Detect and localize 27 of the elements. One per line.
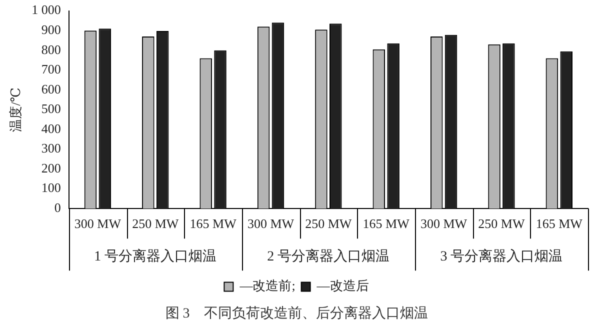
x-tick-label: 300 MW: [247, 216, 295, 231]
y-tick-label: 800: [41, 42, 61, 57]
y-tick-label: 100: [41, 180, 61, 196]
y-axis-title: 温度/℃: [8, 88, 24, 132]
x-tick-label: 300 MW: [420, 216, 468, 231]
y-tick-label: 300: [41, 140, 61, 156]
y-tick-label: 700: [41, 62, 61, 77]
x-tick-label: 250 MW: [132, 216, 180, 231]
y-tick-label: 600: [41, 81, 61, 96]
text: 2 号分离器入口烟温: [267, 248, 390, 264]
x-tick-label: 300 MW: [74, 216, 122, 231]
x-tick-label: 250 MW: [305, 216, 352, 231]
text: 1 号分离器入口烟温: [94, 248, 217, 264]
y-tick-label: 1 000: [32, 2, 61, 18]
y-tick-label: 500: [41, 101, 61, 116]
text: 3 号分离器入口烟温: [440, 248, 563, 264]
legend-label: —改造后: [316, 278, 369, 294]
y-tick-label: 0: [54, 200, 61, 216]
y-tick-label: 400: [41, 120, 61, 136]
x-tick-label: 165 MW: [362, 216, 410, 231]
text: 图 3 不同负荷改造前、后分离器入口烟温: [165, 305, 428, 322]
y-tick-label: 900: [41, 22, 61, 37]
x-tick-label: 165 MW: [190, 216, 238, 231]
legend-label: —改造前;: [238, 278, 296, 294]
y-tick-label: 200: [41, 160, 61, 176]
x-tick-label: 250 MW: [478, 216, 526, 231]
x-tick-label: 165 MW: [536, 216, 584, 231]
